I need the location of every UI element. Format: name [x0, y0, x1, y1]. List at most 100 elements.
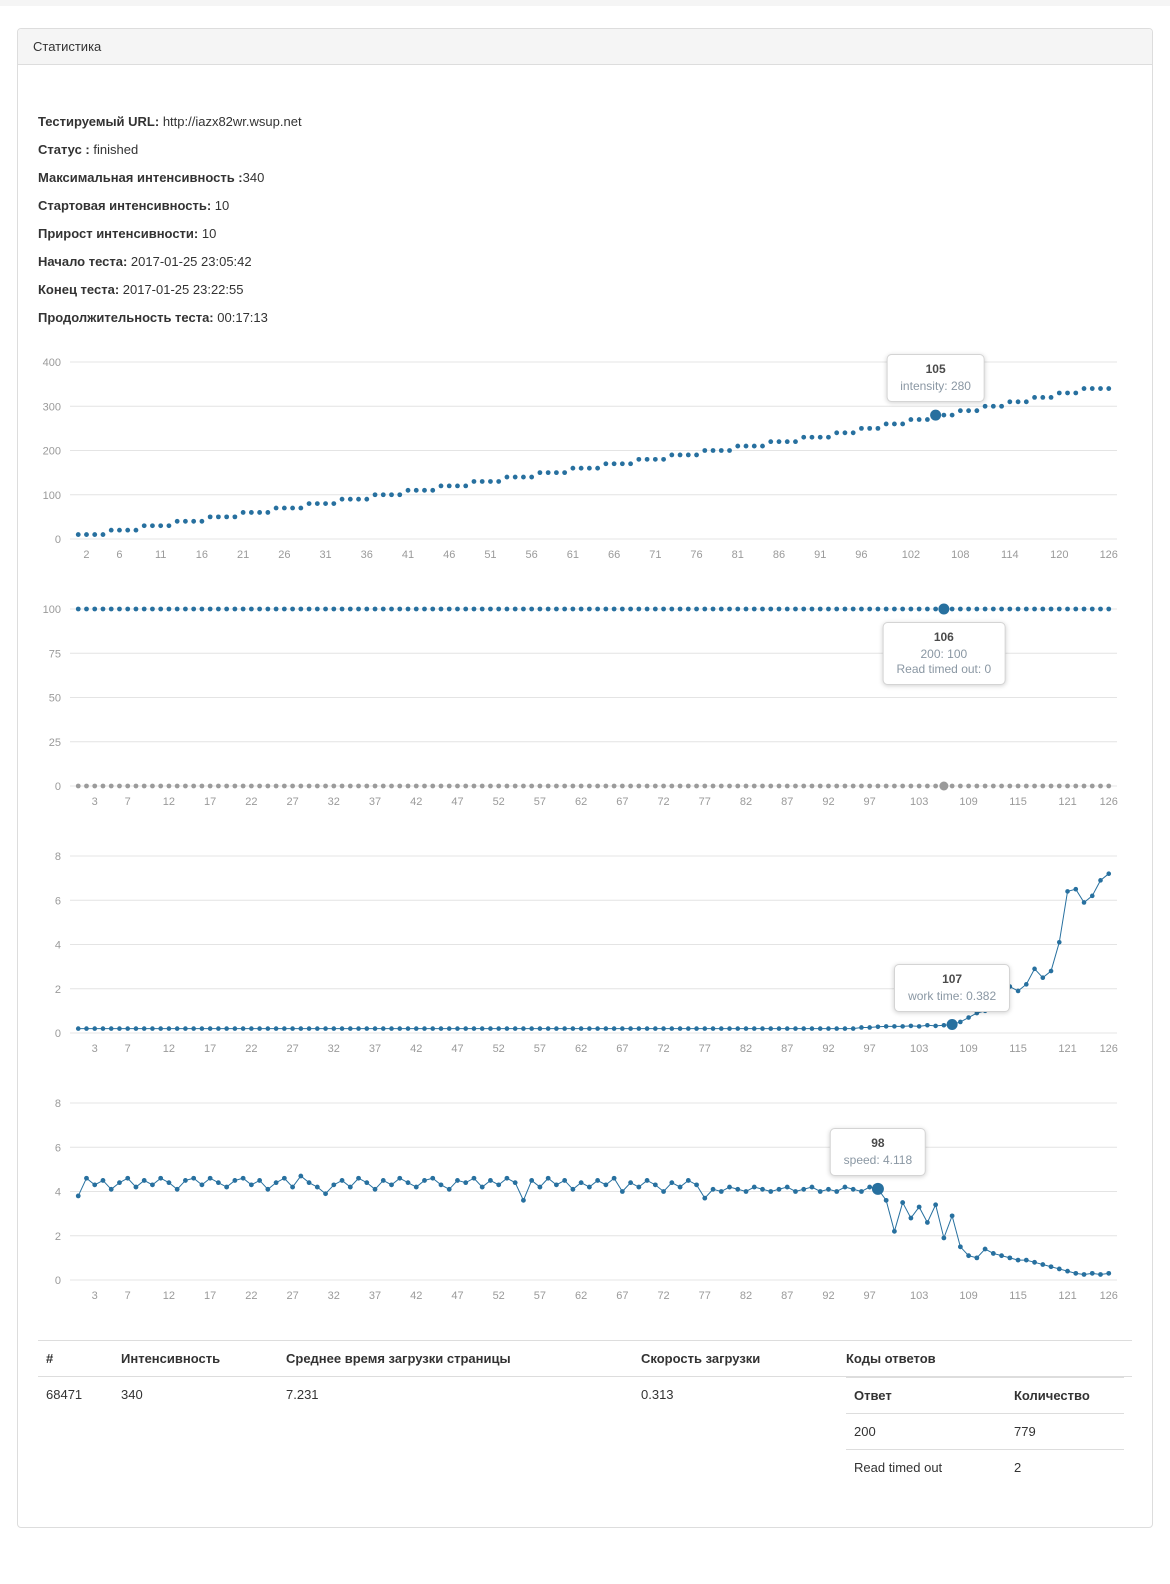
svg-text:91: 91 [814, 549, 826, 561]
info-value: http://iazx82wr.wsup.net [162, 114, 302, 129]
svg-text:100: 100 [43, 604, 61, 616]
svg-text:11: 11 [155, 549, 166, 561]
svg-text:12: 12 [163, 796, 175, 808]
svg-text:37: 37 [369, 796, 381, 808]
svg-text:57: 57 [534, 796, 546, 808]
svg-text:47: 47 [451, 796, 463, 808]
codes-header-response: Ответ [846, 1377, 1006, 1414]
svg-text:126: 126 [1100, 1043, 1118, 1055]
svg-text:72: 72 [657, 1043, 669, 1055]
svg-text:16: 16 [196, 549, 208, 561]
svg-text:82: 82 [740, 1043, 752, 1055]
svg-text:103: 103 [910, 796, 928, 808]
panel-title: Статистика [33, 39, 102, 54]
svg-text:400: 400 [43, 357, 61, 369]
code-count: 779 [1014, 1424, 1036, 1439]
codes-row-read-timed-out: Read timed out 2 [846, 1449, 1124, 1485]
svg-text:0: 0 [55, 781, 61, 793]
cell-response-codes: Ответ Количество 200 779 Read [838, 1377, 1132, 1496]
work-time-chart[interactable]: 0 2 4 6 8 3 7 12 17 22 27 32 37 42 47 52 57 62 67 72 77 82 87 9… [38, 846, 1132, 1061]
svg-text:42: 42 [410, 796, 422, 808]
info-label: Максимальная интенсивность : [38, 170, 243, 185]
svg-text:126: 126 [1100, 796, 1118, 808]
svg-text:7: 7 [125, 1043, 131, 1055]
summary-header-row: # Интенсивность Среднее время загрузки с… [38, 1340, 1132, 1377]
svg-text:87: 87 [781, 796, 793, 808]
svg-text:103: 103 [910, 1043, 928, 1055]
column-header-num: # [38, 1340, 113, 1377]
info-label: Начало теста: [38, 254, 131, 269]
codes-row-200: 200 779 [846, 1414, 1124, 1450]
svg-text:8: 8 [55, 851, 61, 863]
svg-text:0: 0 [55, 534, 61, 546]
svg-text:41: 41 [402, 549, 414, 561]
svg-text:17: 17 [204, 1043, 216, 1055]
svg-text:67: 67 [616, 1290, 628, 1302]
svg-text:114: 114 [1001, 549, 1019, 561]
svg-text:77: 77 [699, 1290, 711, 1302]
svg-text:36: 36 [361, 549, 373, 561]
svg-text:120: 120 [1050, 549, 1068, 561]
cell-test-id: 68471 [46, 1387, 83, 1402]
code-label: 200 [854, 1424, 876, 1439]
svg-text:2: 2 [55, 1231, 61, 1243]
svg-text:46: 46 [443, 549, 455, 561]
svg-text:115: 115 [1009, 1043, 1027, 1055]
svg-text:121: 121 [1058, 796, 1076, 808]
svg-text:121: 121 [1058, 1290, 1076, 1302]
svg-text:3: 3 [92, 796, 98, 808]
cell-load-speed: 0.313 [641, 1387, 674, 1402]
response-codes-table: Ответ Количество 200 779 Read [846, 1377, 1124, 1485]
info-value: 00:17:13 [217, 310, 268, 325]
svg-text:22: 22 [245, 796, 257, 808]
speed-chart[interactable]: 0 2 4 6 8 3 7 12 17 22 27 32 37 42 47 52 57 62 67 72 77 82 87 9… [38, 1093, 1132, 1308]
charts-section: 0 100 200 300 400 2 6 11 16 21 26 31 36 41 46 51 56 61 66 7… [38, 352, 1132, 1308]
info-line-start-intensity: Стартовая интенсивность: 10 [38, 197, 1132, 214]
info-line-intensity-step: Прирост интенсивности: 10 [38, 225, 1132, 242]
svg-text:32: 32 [328, 1043, 340, 1055]
svg-text:92: 92 [822, 1043, 834, 1055]
svg-text:87: 87 [781, 1290, 793, 1302]
info-value: 10 [201, 226, 217, 241]
svg-text:51: 51 [484, 549, 496, 561]
svg-text:109: 109 [959, 1290, 977, 1302]
svg-text:27: 27 [286, 796, 298, 808]
info-label: Статус : [38, 142, 94, 157]
svg-text:109: 109 [959, 1043, 977, 1055]
response-codes-chart[interactable]: 0 25 50 75 100 3 7 12 17 22 27 32 37 42 47 52 57 62 67 72 77… [38, 599, 1132, 814]
svg-text:3: 3 [92, 1043, 98, 1055]
svg-text:47: 47 [451, 1290, 463, 1302]
intensity-chart[interactable]: 0 100 200 300 400 2 6 11 16 21 26 31 36 41 46 51 56 61 66 7… [38, 352, 1132, 567]
info-line-test-end: Конец теста: 2017-01-25 23:22:55 [38, 281, 1132, 298]
svg-text:121: 121 [1058, 1043, 1076, 1055]
info-label: Конец теста: [38, 282, 123, 297]
svg-text:66: 66 [608, 549, 620, 561]
svg-text:0: 0 [55, 1028, 61, 1040]
svg-text:77: 77 [699, 1043, 711, 1055]
svg-text:52: 52 [493, 1290, 505, 1302]
svg-text:4: 4 [55, 940, 61, 952]
code-label: Read timed out [846, 1449, 1006, 1485]
svg-text:31: 31 [319, 549, 331, 561]
svg-text:42: 42 [410, 1043, 422, 1055]
svg-text:3: 3 [92, 1290, 98, 1302]
svg-text:17: 17 [204, 796, 216, 808]
info-value: 10 [214, 198, 230, 213]
svg-text:2: 2 [55, 984, 61, 996]
svg-text:115: 115 [1009, 796, 1027, 808]
svg-text:32: 32 [328, 1290, 340, 1302]
svg-text:6: 6 [55, 1142, 61, 1154]
svg-text:81: 81 [732, 549, 744, 561]
info-line-url: Тестируемый URL: http://iazx82wr.wsup.ne… [38, 113, 1132, 130]
svg-text:72: 72 [657, 796, 669, 808]
column-header-avg-load-time: Среднее время загрузки страницы [278, 1340, 633, 1377]
info-line-status: Статус : finished [38, 141, 1132, 158]
svg-text:7: 7 [125, 796, 131, 808]
svg-text:27: 27 [286, 1290, 298, 1302]
svg-text:21: 21 [237, 549, 249, 561]
svg-text:77: 77 [699, 796, 711, 808]
